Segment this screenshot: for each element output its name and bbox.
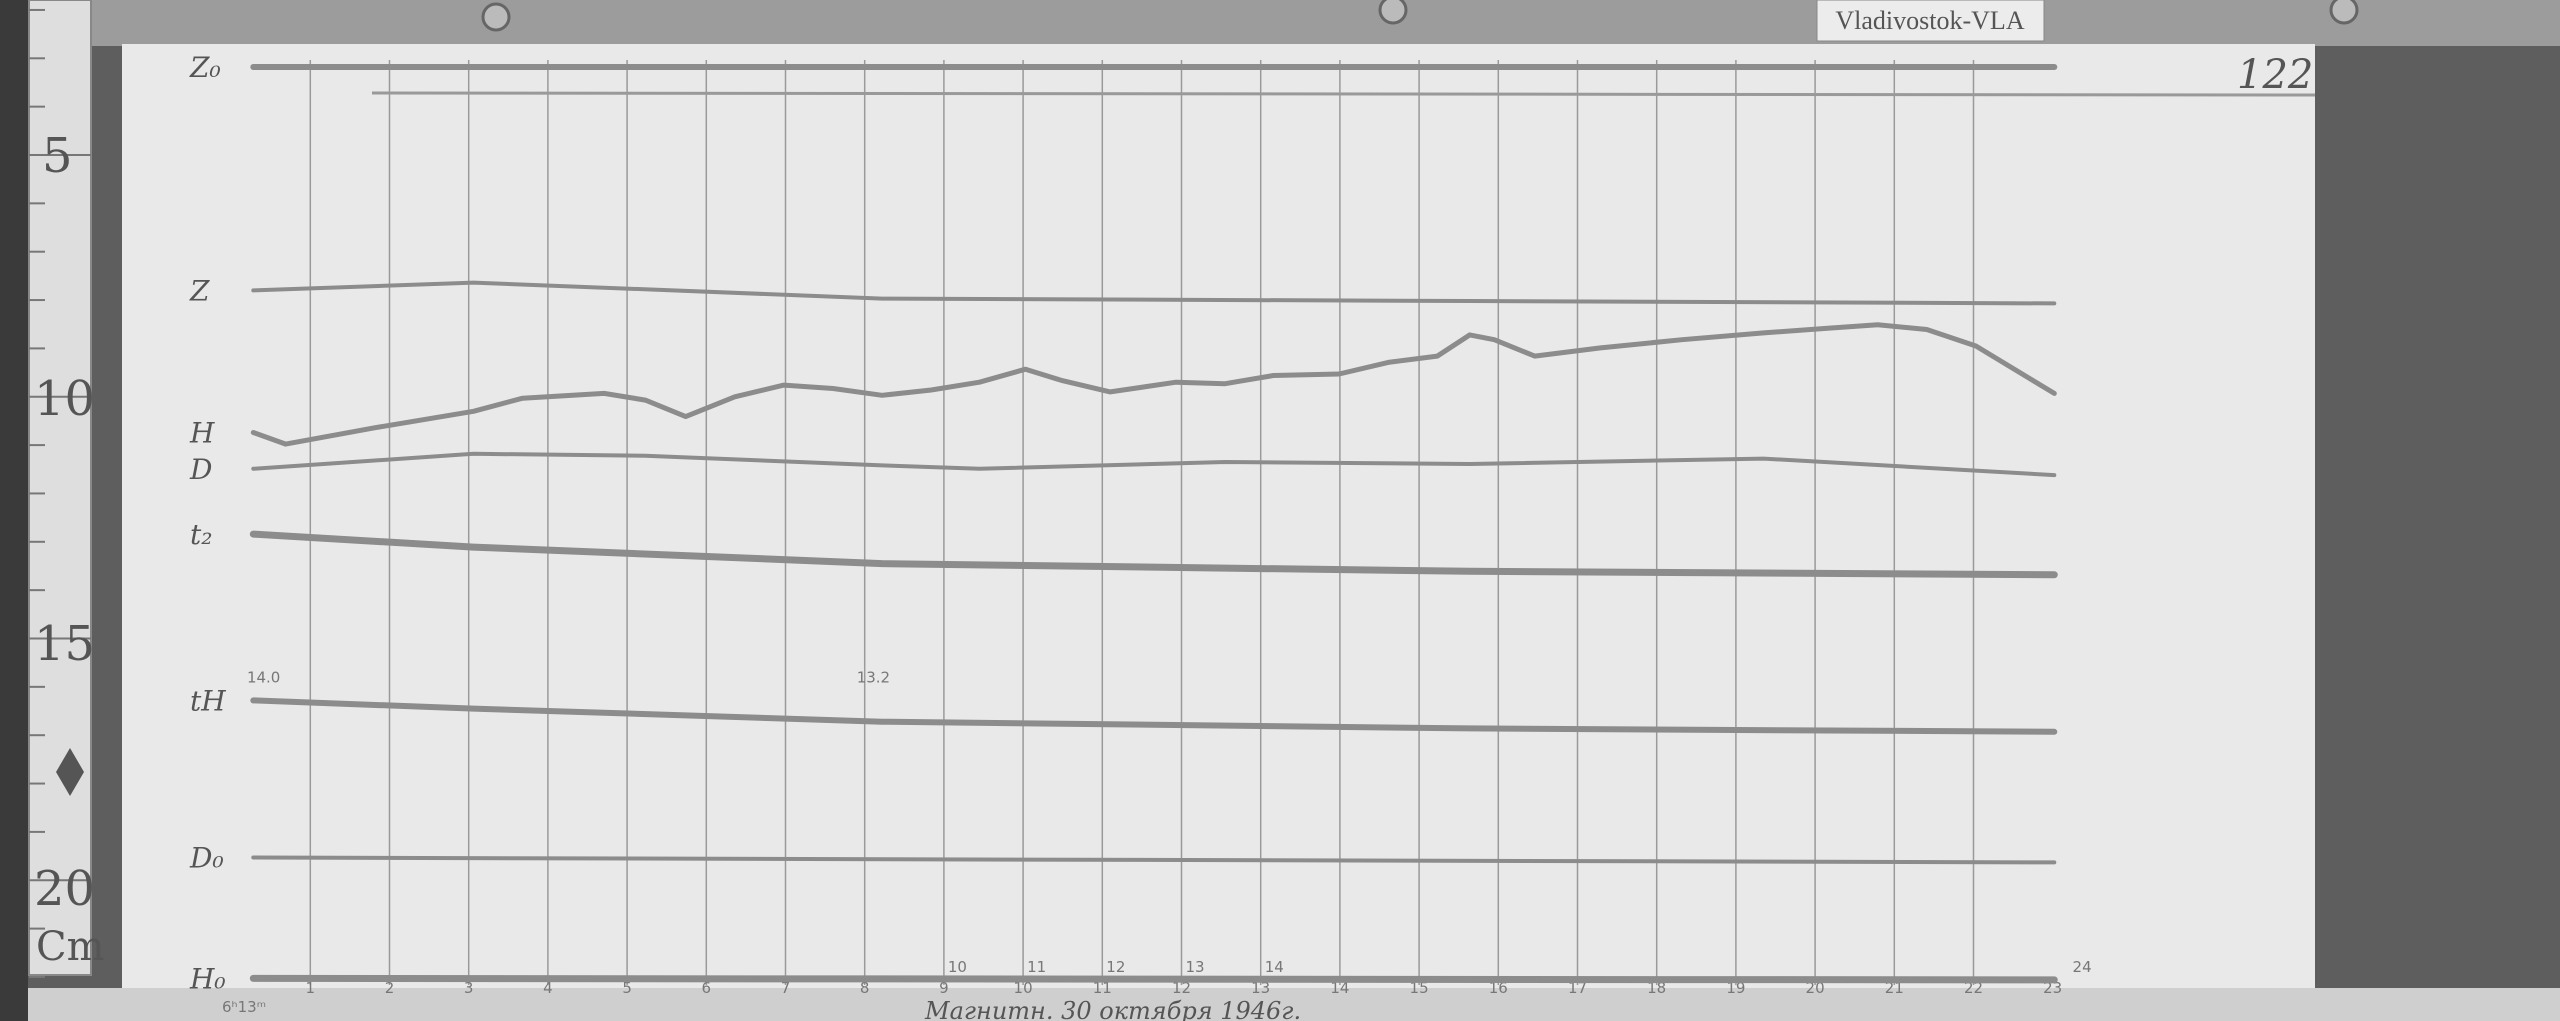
screw-icon — [481, 2, 511, 32]
bottom-tick-label: 2 — [385, 979, 395, 997]
bottom-tick-label: 16 — [1489, 979, 1508, 997]
station-label-plate — [1816, 0, 2045, 42]
bottom-tick-label: 12 — [1172, 979, 1191, 997]
bottom-tick-label: 7 — [781, 979, 791, 997]
bottom-tick-label: 4 — [543, 979, 553, 997]
trace-H — [250, 322, 2057, 447]
bottom-tick-label: 13 — [1251, 979, 1270, 997]
plastic-edge-line — [371, 91, 2316, 97]
screw-icon — [1378, 0, 1408, 25]
bottom-tick-label: 6 — [702, 979, 712, 997]
series-label: H — [189, 417, 215, 450]
series-label: Z — [189, 274, 210, 307]
bottom-tick-label: 9 — [939, 979, 949, 997]
series-label: Z₀ — [189, 51, 221, 84]
bottom-strip — [28, 988, 2560, 1021]
screw-icon — [2329, 0, 2359, 25]
start-time-label: 6ʰ13ᵐ — [222, 998, 266, 1016]
top-tick-label: 10 — [948, 958, 967, 976]
ruler-label-15: 15 — [34, 616, 95, 672]
bottom-tick-label: 1 — [306, 979, 316, 997]
ruler-unit-label: Cm — [36, 924, 105, 970]
bottom-tick-label: 23 — [2043, 979, 2062, 997]
trace-annotation: 14.0 — [247, 668, 280, 686]
bottom-tick-label: 15 — [1410, 979, 1429, 997]
cm-ruler — [28, 0, 92, 976]
station-label: Vladivostok-VLA — [1835, 6, 2024, 35]
trace-D₀ — [251, 855, 2057, 865]
top-plastic-strip — [0, 0, 2560, 46]
series-label: tH — [190, 684, 226, 717]
left-edge — [0, 0, 28, 1021]
series-label: H₀ — [189, 962, 226, 995]
ruler-label-20: 20 — [34, 861, 95, 917]
bottom-tick-label: 21 — [1885, 979, 1904, 997]
ruler-clip-icon — [56, 748, 84, 796]
bottom-tick-label: 10 — [1014, 979, 1033, 997]
trace-Z — [251, 280, 2057, 306]
bottom-tick-label: 3 — [464, 979, 474, 997]
top-tick-label: 12 — [1106, 958, 1125, 976]
bottom-tick-label: 11 — [1093, 979, 1112, 997]
sheet-number: 122 — [2237, 52, 2313, 98]
series-label: D — [189, 453, 212, 486]
ruler-label-10: 10 — [34, 371, 95, 427]
bottom-tick-label: 19 — [1726, 979, 1745, 997]
top-tick-label: 24 — [2073, 958, 2092, 976]
bottom-tick-label: 5 — [622, 979, 632, 997]
top-tick-label: 14 — [1265, 958, 1284, 976]
series-label: t₂ — [190, 518, 212, 551]
bottom-tick-label: 22 — [1964, 979, 1983, 997]
trace-t₂ — [249, 530, 2058, 579]
ruler-label-5: 5 — [42, 128, 73, 184]
top-tick-label: 13 — [1186, 958, 1205, 976]
bottom-tick-label: 18 — [1647, 979, 1666, 997]
bottom-tick-label: 14 — [1330, 979, 1349, 997]
bottom-tick-label: 17 — [1568, 979, 1587, 997]
footer-date-text: Магнитн. 30 октября 1946г. — [924, 997, 1301, 1021]
series-label: D₀ — [189, 842, 224, 875]
trace-H₀ — [249, 974, 2058, 984]
bottom-tick-label: 20 — [1806, 979, 1825, 997]
trace-tH — [250, 697, 2058, 735]
top-tick-label: 11 — [1027, 958, 1046, 976]
bottom-tick-label: 8 — [860, 979, 870, 997]
trace-D — [251, 451, 2057, 478]
paper-sheet — [122, 44, 2315, 994]
trace-annotation: 13.2 — [857, 668, 890, 686]
